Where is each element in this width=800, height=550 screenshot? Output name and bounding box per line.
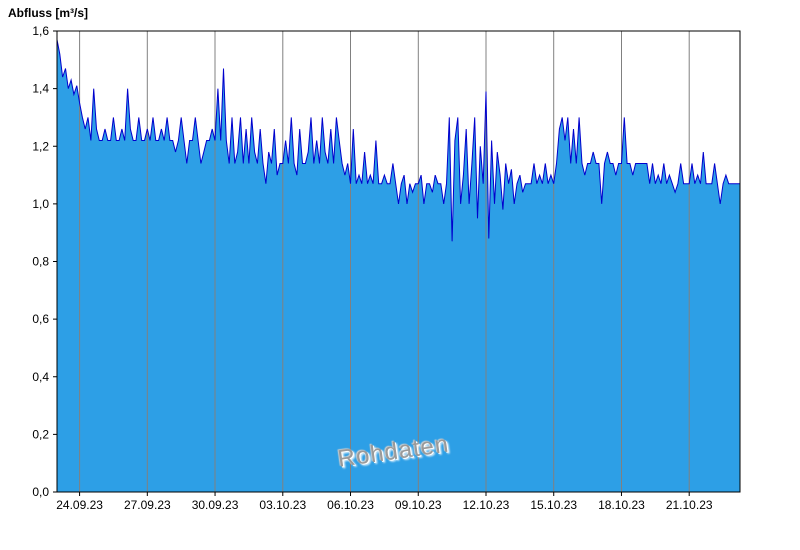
- x-tick-label: 15.10.23: [530, 498, 577, 512]
- y-tick-label: 0,4: [32, 370, 49, 384]
- y-tick-label: 1,6: [32, 24, 49, 38]
- y-tick-label: 0,8: [32, 255, 49, 269]
- x-tick-label: 03.10.23: [259, 498, 306, 512]
- series-line: [56, 39, 740, 242]
- x-tick-label: 27.09.23: [124, 498, 171, 512]
- x-tick-label: 21.10.23: [666, 498, 713, 512]
- series-area: [57, 39, 740, 492]
- x-tick-label: 12.10.23: [463, 498, 510, 512]
- y-axis-title: Abfluss [m³/s]: [8, 6, 89, 20]
- x-tick-label: 24.09.23: [56, 498, 103, 512]
- y-tick-label: 1,4: [32, 82, 49, 96]
- x-tick-label: 06.10.23: [327, 498, 374, 512]
- y-tick-label: 0,0: [32, 485, 49, 499]
- x-tick-label: 18.10.23: [598, 498, 645, 512]
- y-tick-label: 0,2: [32, 427, 49, 441]
- y-tick-label: 1,0: [32, 197, 49, 211]
- y-tick-label: 0,6: [32, 312, 49, 326]
- y-tick-label: 1,2: [32, 139, 49, 153]
- x-tick-label: 30.09.23: [192, 498, 239, 512]
- x-tick-label: 09.10.23: [395, 498, 442, 512]
